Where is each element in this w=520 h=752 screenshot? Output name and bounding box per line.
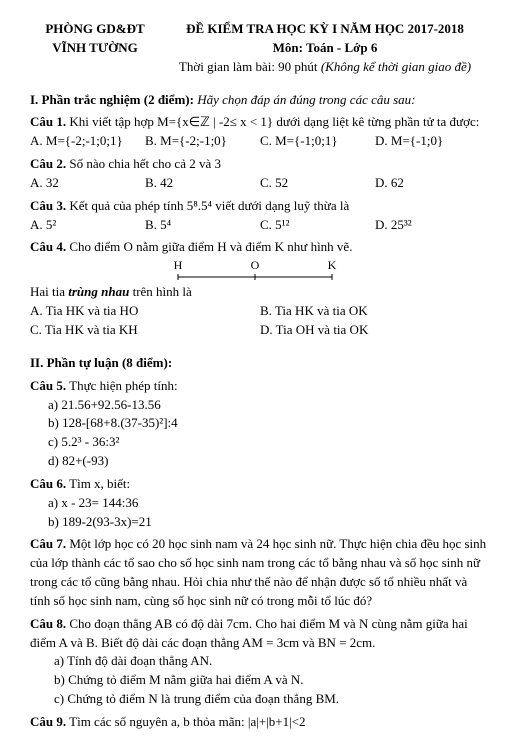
- q6-a: a) x - 23= 144:36: [30, 494, 490, 513]
- dept-line1: PHÒNG GD&ĐT: [30, 20, 160, 39]
- q1-b: B. M={-2;-1;0}: [145, 132, 260, 151]
- q9-label: Câu 9.: [30, 714, 66, 729]
- q4-intro-bi: trùng nhau: [68, 284, 129, 299]
- time-ita: (Không kể thời gian giao đề): [321, 59, 471, 74]
- q6-b: b) 189-2(93-3x)=21: [30, 513, 490, 532]
- q3-opts: A. 5² B. 5⁴ C. 5¹² D. 25³²: [30, 216, 490, 235]
- q8: Câu 8. Cho đoạn thẳng AB có độ dài 7cm. …: [30, 615, 490, 653]
- q1-d: D. M={-1;0}: [375, 132, 490, 151]
- q9: Câu 9. Tìm các số nguyên a, b thỏa mãn: …: [30, 713, 490, 732]
- q4: Câu 4. Cho điểm O nằm giữa điểm H và điể…: [30, 238, 490, 257]
- q4-intro-post: trên hình là: [129, 284, 191, 299]
- q6: Câu 6. Tìm x, biết:: [30, 475, 490, 494]
- q5-text: Thực hiện phép tính:: [66, 378, 178, 393]
- q7-text: Một lớp học có 20 học sinh nam và 24 học…: [30, 536, 486, 608]
- q3-d: D. 25³²: [375, 216, 490, 235]
- header-block: PHÒNG GD&ĐT VĨNH TƯỜNG ĐỀ KIỂM TRA HỌC K…: [30, 20, 490, 77]
- line-diagram-icon: HOK: [170, 259, 340, 283]
- q1-opts: A. M={-2;-1;0;1} B. M={-2;-1;0} C. M={-1…: [30, 132, 490, 151]
- svg-text:H: H: [174, 259, 183, 272]
- q5-label: Câu 5.: [30, 378, 66, 393]
- q6-label: Câu 6.: [30, 476, 66, 491]
- q8-b: b) Chứng tỏ điểm M nằm giữa hai điểm A v…: [30, 671, 490, 690]
- q8-c: c) Chứng tỏ điểm N là trung điểm của đoạ…: [30, 690, 490, 709]
- section2-title: II. Phần tự luận (8 điểm):: [30, 354, 490, 373]
- q4-intro-pre: Hai tia: [30, 284, 68, 299]
- q4-b: B. Tia HK và tia OK: [260, 302, 490, 321]
- q2: Câu 2. Số nào chia hết cho cả 2 và 3: [30, 155, 490, 174]
- section1-title: I. Phần trắc nghiệm (2 điểm): Hãy chọn đ…: [30, 91, 490, 110]
- q3-text: Kết quả của phép tính 5⁸.5⁴ viết dưới dạ…: [66, 198, 349, 213]
- q5-b: b) 128-[68+8.(37-35)²]:4: [30, 414, 490, 433]
- q1-text: Khi viết tập hợp M={x∈ℤ | -2≤ x < 1} dướ…: [66, 114, 479, 129]
- q8-text: Cho đoạn thẳng AB có độ dài 7cm. Cho hai…: [30, 616, 468, 650]
- q8-label: Câu 8.: [30, 616, 66, 631]
- q3-a: A. 5²: [30, 216, 145, 235]
- q4-diagram: HOK: [30, 259, 490, 283]
- sec1-bold: I. Phần trắc nghiệm (2 điểm):: [30, 92, 194, 107]
- q4-c: C. Tia HK và tia KH: [30, 321, 260, 340]
- q1-a: A. M={-2;-1;0;1}: [30, 132, 145, 151]
- q6-text: Tìm x, biết:: [66, 476, 130, 491]
- q4-text: Cho điểm O nằm giữa điểm H và điểm K như…: [66, 239, 352, 254]
- q5-a: a) 21.56+92.56-13.56: [30, 396, 490, 415]
- q3-c: C. 5¹²: [260, 216, 375, 235]
- q2-d: D. 62: [375, 174, 490, 193]
- q1-label: Câu 1.: [30, 114, 66, 129]
- q4-opts-row2: C. Tia HK và tia KH D. Tia OH và tia OK: [30, 321, 490, 340]
- q2-b: B. 42: [145, 174, 260, 193]
- q4-a: A. Tia HK và tia HO: [30, 302, 260, 321]
- doc-subject: Môn: Toán - Lớp 6: [160, 39, 490, 58]
- q8-a: a) Tính độ dài đoạn thẳng AN.: [30, 652, 490, 671]
- q4-opts-row1: A. Tia HK và tia HO B. Tia HK và tia OK: [30, 302, 490, 321]
- q5-c: c) 5.2³ - 36:3²: [30, 433, 490, 452]
- doc-title: ĐỀ KIỂM TRA HỌC KỲ I NĂM HỌC 2017-2018: [160, 20, 490, 39]
- time-note: Thời gian làm bài: 90 phút (Không kể thờ…: [160, 58, 490, 77]
- q9-text: Tìm các số nguyên a, b thỏa mãn: |a|+|b+…: [66, 714, 305, 729]
- svg-text:O: O: [251, 259, 260, 272]
- q5-d: d) 82+(-93): [30, 452, 490, 471]
- dept-block: PHÒNG GD&ĐT VĨNH TƯỜNG: [30, 20, 160, 77]
- q3-label: Câu 3.: [30, 198, 66, 213]
- q2-text: Số nào chia hết cho cả 2 và 3: [66, 156, 221, 171]
- time-fixed: Thời gian làm bài: 90 phút: [179, 59, 321, 74]
- q1: Câu 1. Khi viết tập hợp M={x∈ℤ | -2≤ x <…: [30, 113, 490, 132]
- q2-opts: A. 32 B. 42 C. 52 D. 62: [30, 174, 490, 193]
- q4-d: D. Tia OH và tia OK: [260, 321, 490, 340]
- q3-b: B. 5⁴: [145, 216, 260, 235]
- q4-label: Câu 4.: [30, 239, 66, 254]
- q3: Câu 3. Kết quả của phép tính 5⁸.5⁴ viết …: [30, 197, 490, 216]
- q5: Câu 5. Thực hiện phép tính:: [30, 377, 490, 396]
- q7: Câu 7. Một lớp học có 20 học sinh nam và…: [30, 535, 490, 610]
- q4-intro: Hai tia trùng nhau trên hình là: [30, 283, 490, 302]
- q2-a: A. 32: [30, 174, 145, 193]
- q2-label: Câu 2.: [30, 156, 66, 171]
- q7-label: Câu 7.: [30, 536, 66, 551]
- svg-text:K: K: [328, 259, 337, 272]
- sec1-ita: Hãy chọn đáp án đúng trong các câu sau:: [194, 92, 416, 107]
- dept-line2: VĨNH TƯỜNG: [30, 39, 160, 58]
- q1-c: C. M={-1;0;1}: [260, 132, 375, 151]
- q2-c: C. 52: [260, 174, 375, 193]
- title-block: ĐỀ KIỂM TRA HỌC KỲ I NĂM HỌC 2017-2018 M…: [160, 20, 490, 77]
